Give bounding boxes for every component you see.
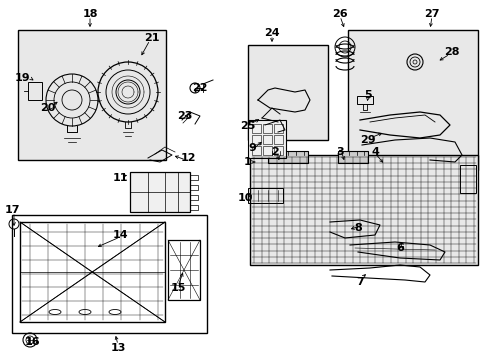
Text: 25: 25 [240,121,255,131]
Text: 12: 12 [180,153,195,163]
Text: 27: 27 [424,9,439,19]
Text: 26: 26 [331,9,347,19]
Bar [273,146,283,155]
Text: 20: 20 [40,103,56,113]
Bar [247,120,285,158]
Text: 5: 5 [364,90,371,100]
Bar [251,135,261,144]
Bar [251,146,261,155]
Text: 7: 7 [355,277,363,287]
Text: 17: 17 [4,205,20,215]
Bar [20,222,164,322]
Text: 11: 11 [112,173,127,183]
Bar [190,185,198,190]
Bar [251,124,261,133]
Text: 2: 2 [270,147,278,157]
Text: 28: 28 [443,47,459,57]
Text: 19: 19 [15,73,31,83]
Bar [190,205,198,210]
Text: 14: 14 [112,230,127,240]
Text: 13: 13 [110,343,125,353]
Bar [356,96,372,104]
Text: 23: 23 [177,111,192,121]
Text: 10: 10 [237,193,252,203]
Bar [263,146,271,155]
Bar [130,172,190,212]
Bar [347,30,477,170]
Text: 1: 1 [244,157,251,167]
Bar [12,215,206,333]
Bar [190,175,198,180]
Bar [267,151,307,163]
Text: 3: 3 [336,147,343,157]
Bar [247,45,327,140]
Text: 9: 9 [247,143,255,153]
Text: 18: 18 [82,9,98,19]
Bar [263,135,271,144]
Bar [273,124,283,133]
Bar [459,165,475,193]
Bar [28,82,42,100]
Text: 4: 4 [370,147,378,157]
Text: 21: 21 [144,33,160,43]
Text: 8: 8 [353,223,361,233]
Bar [249,155,477,265]
Bar [263,124,271,133]
Text: 6: 6 [395,243,403,253]
Bar [337,151,367,163]
Text: 16: 16 [24,337,40,347]
Text: 24: 24 [264,28,279,38]
Bar [247,188,283,203]
Text: 15: 15 [170,283,185,293]
Bar [168,240,200,300]
Text: 29: 29 [360,135,375,145]
Bar [190,195,198,200]
Text: 22: 22 [192,83,207,93]
Bar [273,135,283,144]
Bar [18,30,165,160]
